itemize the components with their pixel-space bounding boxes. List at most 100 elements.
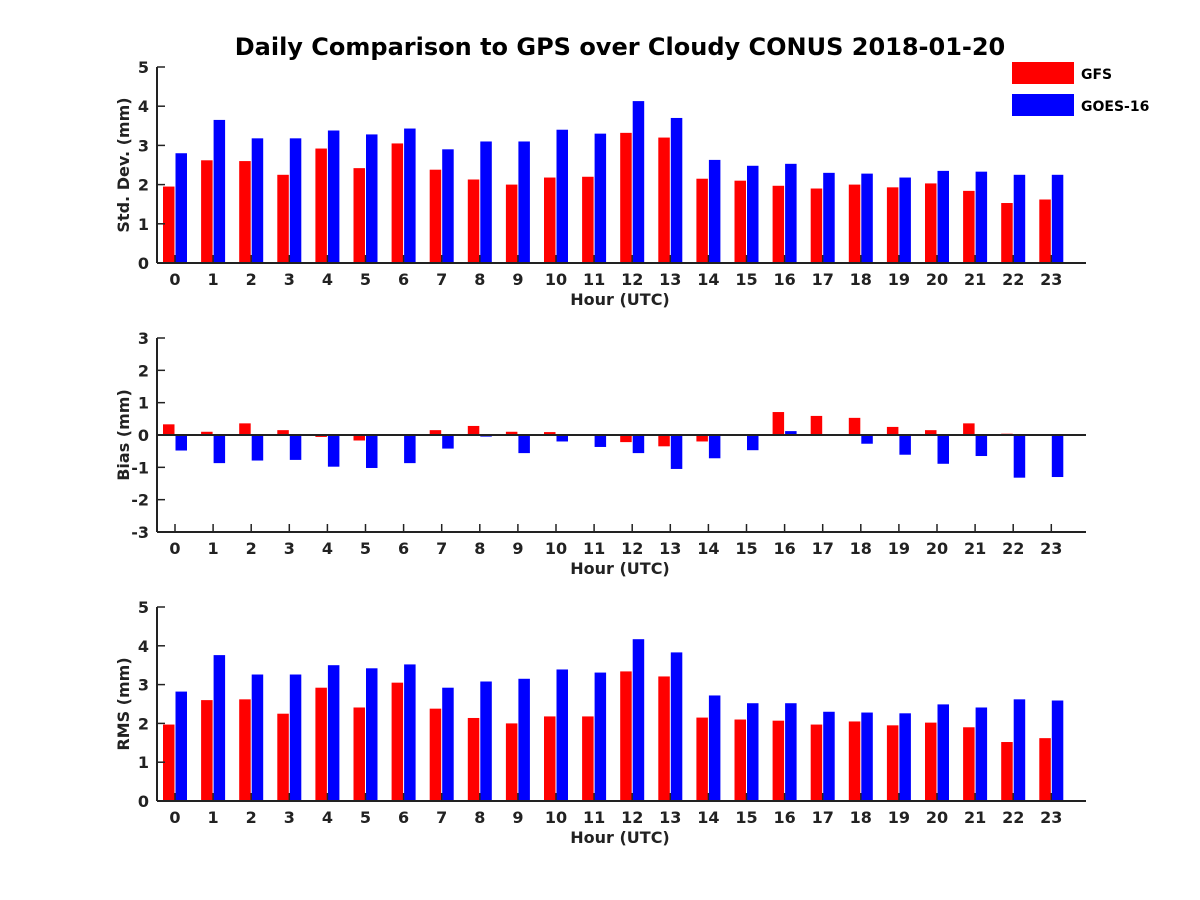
std-dev-y-tick-label: 4 — [138, 97, 149, 116]
std-dev-x-tick-label: 14 — [697, 270, 719, 289]
std-dev-x-axis-label: Hour (UTC) — [570, 290, 670, 309]
rms-bar-goes16-14 — [708, 695, 721, 801]
std-dev-x-tick-label: 5 — [360, 270, 371, 289]
std-dev-x-tick-label: 4 — [322, 270, 333, 289]
legend-label-goes16: GOES-16 — [1081, 99, 1149, 115]
std-dev-bar-gfs-7 — [429, 169, 442, 263]
rms-bar-gfs-2 — [239, 699, 251, 801]
bias-bar-gfs-5 — [353, 435, 365, 441]
std-dev-bar-goes16-5 — [366, 134, 378, 263]
bias-y-tick-label: 1 — [138, 394, 149, 413]
rms-y-tick-label: 1 — [138, 753, 149, 772]
std-dev-bar-gfs-20 — [925, 183, 937, 263]
bias-x-tick-label: 23 — [1040, 539, 1062, 558]
std-dev-bar-goes16-23 — [1051, 174, 1064, 263]
rms-bar-goes16-10 — [556, 669, 568, 801]
std-dev-x-tick-label: 9 — [512, 270, 523, 289]
rms-x-tick-label: 5 — [360, 808, 371, 827]
bias-x-tick-label: 11 — [583, 539, 605, 558]
std-dev-x-tick-label: 17 — [812, 270, 834, 289]
std-dev-y-tick-label: 5 — [138, 58, 149, 77]
rms-x-tick-label: 21 — [964, 808, 986, 827]
legend-swatch-goes16 — [1012, 94, 1074, 116]
rms-bar-gfs-18 — [848, 721, 861, 801]
bias-bar-goes16-7 — [442, 435, 454, 449]
rms-bar-gfs-6 — [391, 682, 404, 801]
rms-x-tick-label: 23 — [1040, 808, 1062, 827]
bias-x-tick-label: 19 — [888, 539, 910, 558]
bias-bar-goes16-15 — [747, 435, 759, 451]
rms-x-tick-label: 18 — [850, 808, 872, 827]
bias-x-tick-label: 12 — [621, 539, 643, 558]
bias-bar-goes16-23 — [1051, 435, 1064, 478]
std-dev-bar-goes16-0 — [175, 153, 187, 263]
rms-bar-gfs-14 — [696, 717, 708, 801]
rms-x-tick-label: 4 — [322, 808, 333, 827]
bias-y-tick-label: 2 — [138, 361, 149, 380]
rms-bar-goes16-21 — [975, 707, 988, 801]
bias-bar-goes16-21 — [975, 435, 988, 457]
rms-bar-goes16-20 — [937, 704, 949, 801]
rms-y-tick-label: 2 — [138, 714, 149, 733]
rms-bar-gfs-23 — [1039, 738, 1051, 801]
legend: GFS GOES-16 — [1012, 62, 1149, 116]
std-dev-x-tick-label: 13 — [659, 270, 681, 289]
bias-bar-gfs-2 — [239, 423, 251, 435]
bias-x-axis-label: Hour (UTC) — [570, 559, 670, 578]
std-dev-bar-gfs-18 — [848, 184, 861, 263]
bias-bar-goes16-12 — [632, 435, 645, 454]
bias-y-axis-label: Bias (mm) — [114, 389, 133, 481]
rms-bar-gfs-10 — [544, 716, 556, 801]
rms-x-tick-label: 12 — [621, 808, 643, 827]
rms-bar-goes16-0 — [175, 691, 187, 801]
std-dev-bar-goes16-20 — [937, 170, 949, 263]
rms-y-tick-label: 4 — [138, 637, 149, 656]
rms-bar-gfs-16 — [772, 720, 785, 801]
bias-y-tick-label: -1 — [131, 458, 149, 477]
bias-x-tick-label: 13 — [659, 539, 681, 558]
rms-y-tick-label: 0 — [138, 792, 149, 811]
std-dev-y-tick-label: 2 — [138, 176, 149, 195]
std-dev-x-tick-label: 11 — [583, 270, 605, 289]
bias-bar-gfs-8 — [467, 425, 480, 435]
bias-bar-gfs-21 — [963, 423, 975, 435]
bias-bar-goes16-22 — [1013, 435, 1026, 478]
bias-x-tick-label: 22 — [1002, 539, 1024, 558]
std-dev-bar-goes16-14 — [708, 159, 721, 263]
chart-title: Daily Comparison to GPS over Cloudy CONU… — [235, 33, 1006, 61]
std-dev-bar-gfs-13 — [658, 137, 670, 263]
std-dev-bar-goes16-22 — [1013, 174, 1026, 263]
rms-x-tick-label: 19 — [888, 808, 910, 827]
rms-x-tick-label: 10 — [545, 808, 567, 827]
rms-y-tick-label: 3 — [138, 676, 149, 695]
rms-x-tick-label: 0 — [169, 808, 180, 827]
bias-bar-goes16-3 — [289, 435, 302, 460]
rms-x-axis-label: Hour (UTC) — [570, 828, 670, 847]
rms-bar-goes16-15 — [747, 703, 759, 801]
std-dev-bar-goes16-15 — [747, 165, 759, 263]
std-dev-bar-gfs-11 — [582, 176, 594, 263]
std-dev-bar-gfs-21 — [963, 190, 975, 263]
rms-bar-gfs-21 — [963, 727, 975, 801]
std-dev-bar-goes16-1 — [213, 119, 226, 263]
rms-x-tick-label: 14 — [697, 808, 719, 827]
std-dev-bar-gfs-2 — [239, 161, 251, 263]
bias-bar-goes16-19 — [899, 435, 911, 455]
std-dev-bar-gfs-9 — [505, 184, 518, 263]
rms-bar-gfs-13 — [658, 676, 670, 801]
bias-x-tick-label: 0 — [169, 539, 180, 558]
rms-bar-goes16-22 — [1013, 699, 1026, 801]
bias-y-tick-label: -2 — [131, 491, 149, 510]
rms-bar-gfs-12 — [620, 671, 632, 801]
rms-bar-gfs-15 — [734, 719, 746, 801]
std-dev-bar-goes16-6 — [404, 128, 416, 263]
std-dev-bar-gfs-16 — [772, 185, 785, 263]
legend-label-gfs: GFS — [1081, 67, 1112, 83]
bias-bar-gfs-12 — [620, 435, 632, 443]
std-dev-bar-gfs-12 — [620, 132, 632, 263]
std-dev-bar-goes16-21 — [975, 171, 988, 263]
rms-bar-gfs-0 — [163, 724, 175, 801]
bias-x-tick-label: 4 — [322, 539, 333, 558]
bias-bar-goes16-16 — [785, 431, 797, 435]
std-dev-x-tick-label: 18 — [850, 270, 872, 289]
